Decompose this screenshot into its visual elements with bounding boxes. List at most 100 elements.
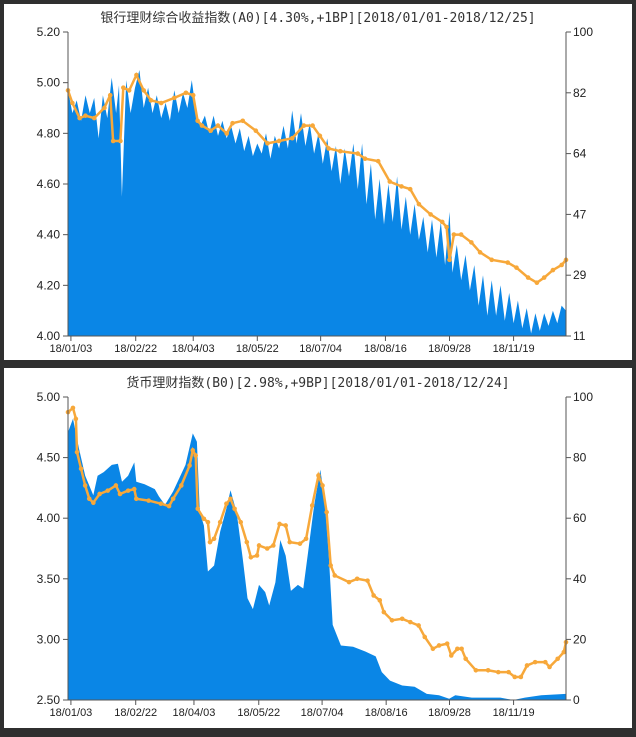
- index-line-point: [355, 151, 361, 156]
- right-tick-label: 80: [573, 451, 587, 465]
- x-tick-label: 18/04/03: [173, 707, 216, 719]
- left-tick-label: 4.20: [37, 278, 61, 292]
- index-line-point: [205, 519, 211, 525]
- index-line-point: [256, 543, 262, 548]
- index-line-point: [416, 623, 421, 628]
- index-line-point: [375, 158, 381, 164]
- index-line-point: [289, 135, 295, 141]
- index-line-point: [365, 578, 370, 583]
- index-line-point: [265, 141, 270, 146]
- index-line-point: [118, 138, 123, 144]
- right-tick-label: 82: [573, 86, 587, 100]
- x-tick-label: 18/01/03: [49, 343, 92, 355]
- index-line-point: [489, 257, 495, 263]
- yield-area-series: [68, 418, 566, 700]
- index-line-point: [532, 659, 538, 665]
- index-line-point: [371, 593, 376, 598]
- right-tick-label: 11: [573, 329, 586, 343]
- index-line-point: [107, 92, 113, 98]
- left-tick-label: 4.50: [37, 451, 61, 465]
- index-line-point: [506, 669, 511, 675]
- right-tick-label: 20: [573, 632, 587, 646]
- index-line-point: [381, 609, 387, 615]
- index-line-point: [505, 260, 511, 265]
- x-tick-label: 18/02/22: [114, 707, 157, 719]
- index-line-point: [86, 496, 92, 502]
- left-tick-label: 4.00: [37, 329, 61, 343]
- index-line-point: [83, 113, 88, 118]
- index-line-point: [387, 179, 393, 184]
- index-line-point: [541, 275, 547, 280]
- index-line-point: [230, 120, 235, 126]
- index-line-point: [477, 250, 483, 255]
- index-line-point: [187, 463, 192, 468]
- x-tick-label: 18/04/03: [172, 343, 215, 355]
- index-line-point: [550, 267, 556, 273]
- index-line-point: [110, 138, 116, 144]
- index-line-point: [264, 546, 270, 551]
- index-line-point: [518, 674, 524, 680]
- index-line-point: [525, 275, 531, 280]
- left-tick-label: 3.50: [37, 572, 61, 586]
- index-line-point: [430, 646, 436, 652]
- index-line-point: [224, 131, 230, 136]
- index-line-point: [133, 496, 139, 502]
- x-tick-label: 18/07/04: [299, 343, 342, 355]
- index-line-point: [215, 123, 221, 128]
- index-line-point: [309, 503, 315, 508]
- index-line-point: [451, 232, 457, 237]
- index-line-point: [277, 521, 282, 527]
- index-line-point: [131, 486, 137, 492]
- index-line-point: [134, 72, 139, 78]
- chart-title-1: 银行理财综合收益指数(A0)[4.30%,+1BP][2018/01/01-20…: [100, 11, 535, 26]
- index-line-point: [102, 105, 107, 111]
- chart-1: 5.20 5.00 4.80 4.60 4.40 4.20 4.00 100 82 64 47 29 1…: [37, 25, 594, 355]
- index-line-point: [193, 453, 199, 458]
- index-line-point: [458, 232, 464, 237]
- index-line-point: [166, 503, 172, 509]
- index-line-point: [362, 156, 368, 162]
- index-line-point: [301, 123, 307, 128]
- index-line-point: [326, 146, 331, 151]
- index-line-point: [171, 95, 177, 101]
- left-tick-label: 4.00: [37, 511, 61, 525]
- x-tick-label: 18/11/19: [493, 343, 535, 355]
- index-line-point: [455, 646, 460, 652]
- index-line-point: [448, 653, 454, 658]
- index-line-point: [324, 509, 329, 515]
- index-line-point: [199, 123, 205, 128]
- index-line-point: [97, 491, 102, 497]
- index-line-point: [354, 576, 360, 582]
- index-line-point: [190, 92, 196, 98]
- index-line-point: [439, 219, 445, 225]
- index-line-point: [320, 483, 325, 488]
- index-line-point: [208, 128, 214, 134]
- index-line-point: [524, 663, 530, 668]
- index-line-point: [70, 405, 76, 411]
- chart-title-2: 货币理财指数(B0)[2.98%,+9BP][2018/01/01-2018/1…: [126, 375, 509, 391]
- x-tick-label: 18/05/22: [237, 707, 280, 719]
- index-line-point: [428, 212, 433, 217]
- index-line-point: [297, 541, 303, 546]
- index-line-point: [195, 118, 200, 124]
- index-line-point: [447, 257, 452, 263]
- index-line-point: [117, 491, 123, 497]
- index-line-point: [377, 598, 383, 603]
- index-line-point: [183, 90, 189, 96]
- index-line-point: [512, 674, 518, 680]
- chart-2: 5.00 4.50 4.00 3.50 3.00 2.50 100 80 60 40 20 0 18/0…: [37, 390, 594, 719]
- index-line-point: [82, 483, 88, 488]
- index-line-point: [113, 483, 119, 488]
- left-tick-label: 5.20: [37, 25, 61, 39]
- index-line-point: [224, 501, 229, 506]
- x-tick-label: 18/08/16: [364, 343, 407, 355]
- index-line-point: [283, 523, 288, 528]
- index-line-point: [559, 262, 564, 268]
- index-line-point: [254, 553, 260, 558]
- index-line-point: [316, 473, 321, 478]
- index-line-point: [337, 148, 343, 154]
- index-line-point: [77, 115, 82, 121]
- right-tick-label: 0: [573, 693, 580, 707]
- index-line-point: [148, 98, 154, 103]
